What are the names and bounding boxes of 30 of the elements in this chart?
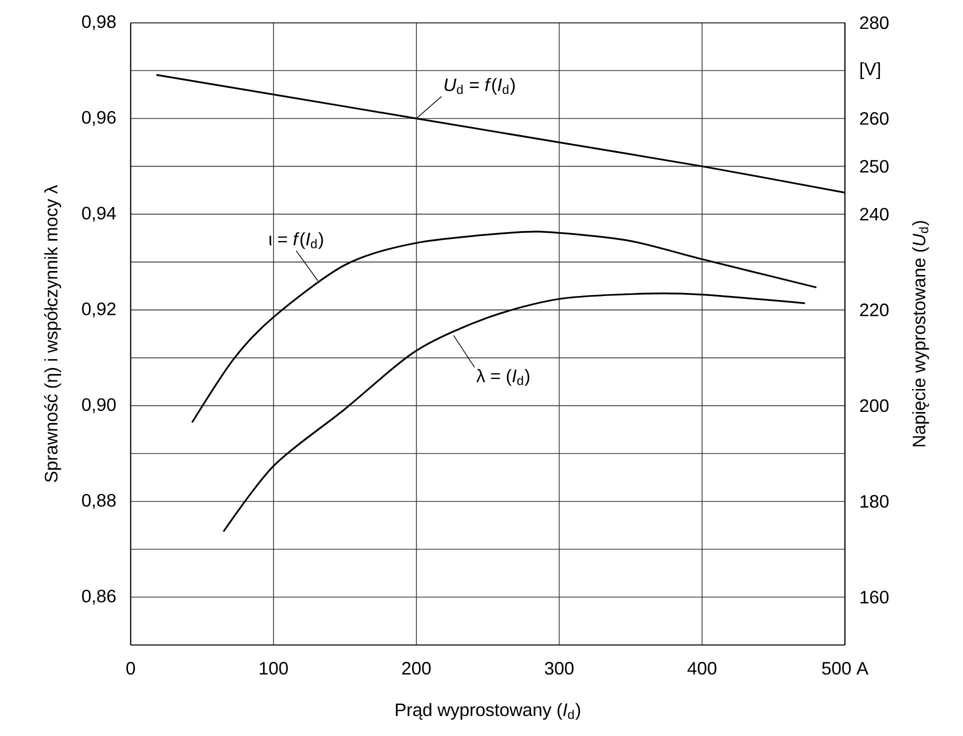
y2-axis-title: Napięcie wyprostowane (U$_{d}$) <box>912 221 929 446</box>
line-series <box>191 230 818 424</box>
annotation: U$_{d}$ = f(I$_{d}$) <box>444 78 515 95</box>
y2-tick-label: [V] <box>860 62 880 79</box>
annotation: λ = (I$_{d}$) <box>476 369 530 386</box>
x-axis-title: Prąd wyprostowany (I$_{d}$) <box>396 702 580 720</box>
y2-tick-label: 280 <box>860 16 889 30</box>
y2-tick-label: 220 <box>860 304 889 316</box>
y-tick-label: 0,90 <box>82 398 116 414</box>
y2-tick-label: 160 <box>860 590 889 604</box>
y-tick-label: 0,92 <box>82 302 116 318</box>
x-tick-label: 500 A <box>822 662 868 675</box>
y-tick-label: 0,96 <box>82 111 116 126</box>
x-tick-label: 400 <box>687 662 716 675</box>
y2-tick-label: 240 <box>860 208 889 221</box>
y-tick-label: 0,88 <box>82 494 116 509</box>
x-tick-label: 100 <box>260 662 288 675</box>
annotation: ι = f(I$_{d}$) <box>270 232 323 249</box>
y2-tick-label: 180 <box>860 495 889 508</box>
x-tick-label: 200 <box>402 662 431 675</box>
x-tick-label: 300 <box>544 662 574 675</box>
y2-tick-label: 250 <box>860 160 889 173</box>
line-series <box>222 292 806 532</box>
x-tick-label: 0 <box>126 662 135 675</box>
y-tick-label: 0,94 <box>82 206 116 222</box>
y-tick-label: 0,86 <box>82 590 116 605</box>
y2-tick-label: 260 <box>860 112 889 125</box>
y-tick-label: 0,98 <box>82 15 116 30</box>
y2-tick-label: 200 <box>860 399 889 412</box>
y-axis-title: Sprawność (η) i współczynnik mocy λ <box>44 185 62 482</box>
